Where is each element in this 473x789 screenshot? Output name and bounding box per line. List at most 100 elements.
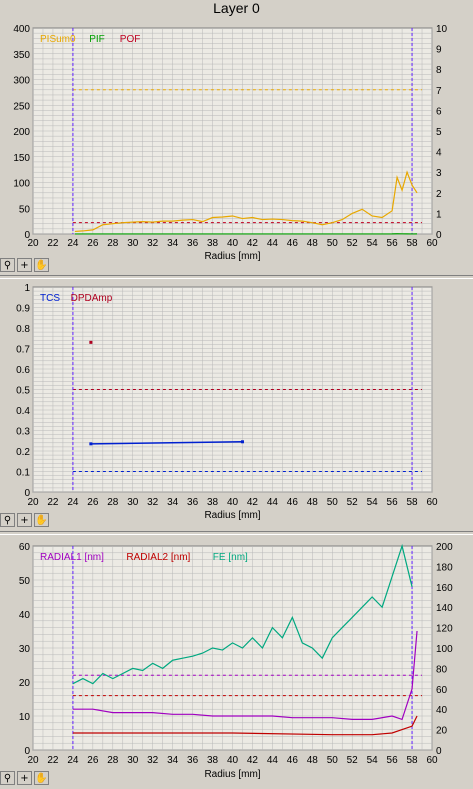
y-tick-label-right: 80 bbox=[436, 664, 448, 675]
x-tick-label: 36 bbox=[187, 497, 199, 508]
x-tick-label: 24 bbox=[67, 497, 79, 508]
x-tick-label: 52 bbox=[347, 238, 359, 249]
x-tick-label: 40 bbox=[227, 497, 239, 508]
x-tick-label: 58 bbox=[406, 497, 418, 508]
legend-entry: POF bbox=[120, 34, 141, 45]
x-tick-label: 44 bbox=[267, 238, 279, 249]
panel-separator bbox=[0, 275, 473, 279]
y-tick-label-right: 160 bbox=[436, 583, 453, 594]
y-tick-label-left: 40 bbox=[19, 610, 31, 621]
zoom-icon[interactable]: ⚲ bbox=[0, 258, 15, 272]
y-tick-label-right: 180 bbox=[436, 562, 453, 573]
x-tick-label: 48 bbox=[307, 497, 319, 508]
y-tick-label-right: 9 bbox=[436, 45, 442, 56]
y-tick-label-left: 150 bbox=[13, 153, 30, 164]
x-tick-label: 56 bbox=[387, 755, 399, 766]
x-axis-label: Radius [mm] bbox=[204, 510, 260, 521]
y-tick-label-right: 2 bbox=[436, 189, 442, 200]
x-tick-label: 26 bbox=[87, 238, 99, 249]
x-tick-label: 22 bbox=[47, 238, 59, 249]
x-tick-label: 24 bbox=[67, 755, 79, 766]
y-tick-label-left: 0.5 bbox=[16, 386, 30, 397]
y-tick-label-left: 250 bbox=[13, 101, 30, 112]
x-tick-label: 46 bbox=[287, 497, 299, 508]
x-tick-label: 54 bbox=[367, 238, 379, 249]
x-tick-label: 38 bbox=[207, 497, 219, 508]
y-tick-label-right: 5 bbox=[436, 127, 442, 138]
legend-entry: FE [nm] bbox=[213, 552, 248, 563]
y-tick-label-right: 100 bbox=[436, 644, 453, 655]
y-tick-label-right: 1 bbox=[436, 209, 442, 220]
y-tick-label-right: 6 bbox=[436, 106, 442, 117]
y-tick-label-left: 400 bbox=[13, 24, 30, 35]
pan-hand-icon[interactable]: ✋ bbox=[34, 513, 49, 527]
crosshair-icon[interactable]: + bbox=[17, 258, 32, 272]
x-tick-label: 50 bbox=[327, 238, 339, 249]
data-point bbox=[89, 340, 93, 344]
x-tick-label: 40 bbox=[227, 755, 239, 766]
x-tick-label: 28 bbox=[107, 497, 119, 508]
y-tick-label-left: 1 bbox=[24, 283, 30, 294]
y-tick-label-left: 20 bbox=[19, 678, 31, 689]
x-tick-label: 48 bbox=[307, 238, 319, 249]
x-tick-label: 48 bbox=[307, 755, 319, 766]
legend-entry: PIF bbox=[89, 34, 105, 45]
x-tick-label: 52 bbox=[347, 497, 359, 508]
x-tick-label: 56 bbox=[387, 238, 399, 249]
series-line bbox=[72, 715, 418, 736]
y-tick-label-left: 0.2 bbox=[16, 447, 30, 458]
x-tick-label: 50 bbox=[327, 497, 339, 508]
x-tick-label: 34 bbox=[167, 238, 179, 249]
x-tick-label: 28 bbox=[107, 755, 119, 766]
legend-entry: PISum0 bbox=[40, 34, 76, 45]
crosshair-icon[interactable]: + bbox=[17, 513, 32, 527]
y-tick-label-right: 120 bbox=[436, 624, 453, 635]
x-tick-label: 22 bbox=[47, 497, 59, 508]
chart-3-toolbar: ⚲ + ✋ bbox=[0, 771, 60, 787]
y-tick-label-left: 0 bbox=[24, 230, 30, 241]
x-tick-label: 24 bbox=[67, 238, 79, 249]
y-tick-label-left: 0.6 bbox=[16, 365, 30, 376]
zoom-icon[interactable]: ⚲ bbox=[0, 771, 15, 785]
x-tick-label: 42 bbox=[247, 238, 259, 249]
chart-1-toolbar: ⚲ + ✋ bbox=[0, 258, 60, 274]
y-tick-label-right: 200 bbox=[436, 542, 453, 553]
x-tick-label: 32 bbox=[147, 238, 159, 249]
x-tick-label: 20 bbox=[27, 238, 39, 249]
x-axis-label: Radius [mm] bbox=[204, 251, 260, 262]
pan-hand-icon[interactable]: ✋ bbox=[34, 771, 49, 785]
x-tick-label: 38 bbox=[207, 755, 219, 766]
x-tick-label: 20 bbox=[27, 497, 39, 508]
zoom-icon[interactable]: ⚲ bbox=[0, 513, 15, 527]
x-tick-label: 44 bbox=[267, 755, 279, 766]
y-tick-label-left: 0.8 bbox=[16, 324, 30, 335]
y-tick-label-left: 0 bbox=[24, 488, 30, 499]
x-tick-label: 42 bbox=[247, 497, 259, 508]
x-tick-label: 28 bbox=[107, 238, 119, 249]
chart-2-toolbar: ⚲ + ✋ bbox=[0, 513, 60, 529]
x-tick-label: 60 bbox=[426, 238, 438, 249]
data-point bbox=[240, 440, 244, 444]
x-tick-label: 34 bbox=[167, 497, 179, 508]
y-tick-label-left: 0.3 bbox=[16, 427, 30, 438]
y-tick-label-right: 8 bbox=[436, 65, 442, 76]
y-tick-label-left: 200 bbox=[13, 127, 30, 138]
x-tick-label: 58 bbox=[406, 755, 418, 766]
x-tick-label: 36 bbox=[187, 238, 199, 249]
x-tick-label: 46 bbox=[287, 238, 299, 249]
y-tick-label-left: 100 bbox=[13, 179, 30, 190]
chart-panel-1: 20 22 24 26 28 30 32 34 36 38 40 42 44 46 48 50 52 54 56 58… bbox=[0, 18, 473, 274]
y-tick-label-left: 50 bbox=[19, 204, 31, 215]
series-line bbox=[72, 543, 413, 685]
y-tick-label-left: 300 bbox=[13, 76, 30, 87]
legend-entry: RADIAL2 [nm] bbox=[126, 552, 190, 563]
chart-panel-3: 20 22 24 26 28 30 32 34 36 38 40 42 44 46 48 50 52 54 56 58… bbox=[0, 537, 473, 789]
x-tick-label: 30 bbox=[127, 755, 139, 766]
x-tick-label: 58 bbox=[406, 238, 418, 249]
series-line bbox=[74, 170, 418, 233]
crosshair-icon[interactable]: + bbox=[17, 771, 32, 785]
y-tick-label-right: 60 bbox=[436, 685, 448, 696]
y-tick-label-left: 0.7 bbox=[16, 345, 30, 356]
pan-hand-icon[interactable]: ✋ bbox=[34, 258, 49, 272]
y-tick-label-left: 0.4 bbox=[16, 406, 30, 417]
